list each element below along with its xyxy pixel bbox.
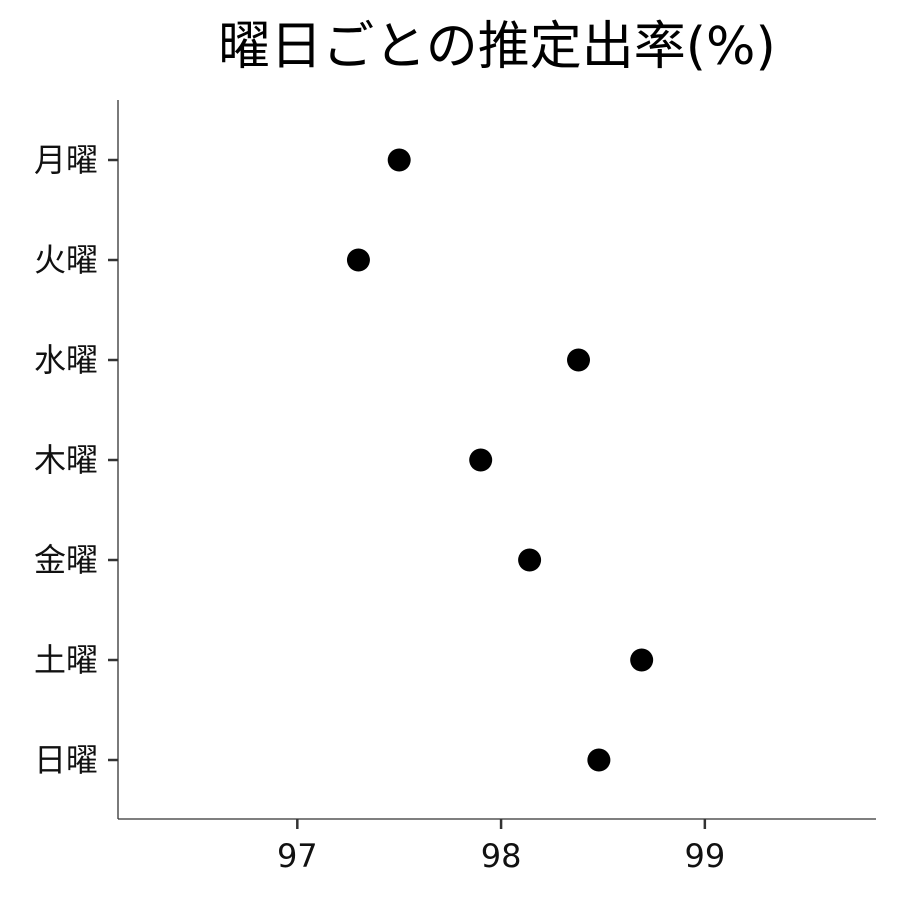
data-point: [387, 148, 411, 172]
x-axis-ticks: 97 98 99: [277, 819, 725, 875]
axes: [117, 100, 876, 820]
y-tick-label: 木曜: [34, 441, 98, 479]
data-point: [567, 348, 591, 372]
y-tick-label: 火曜: [34, 241, 98, 279]
y-tick-label: 金曜: [34, 541, 98, 579]
data-point: [518, 548, 542, 572]
data-point: [469, 448, 493, 472]
y-tick-label: 日曜: [34, 741, 98, 779]
x-tick-label: 99: [684, 837, 725, 875]
y-tick-label: 月曜: [34, 141, 98, 179]
data-point: [587, 748, 611, 772]
data-points: [346, 148, 654, 772]
chart-title: 曜日ごとの推定出率(%): [218, 17, 775, 77]
data-point: [630, 648, 654, 672]
data-point: [346, 248, 370, 272]
y-tick-label: 土曜: [34, 641, 98, 679]
x-tick-label: 98: [481, 837, 522, 875]
y-tick-label: 水曜: [34, 341, 98, 379]
x-tick-label: 97: [277, 837, 318, 875]
